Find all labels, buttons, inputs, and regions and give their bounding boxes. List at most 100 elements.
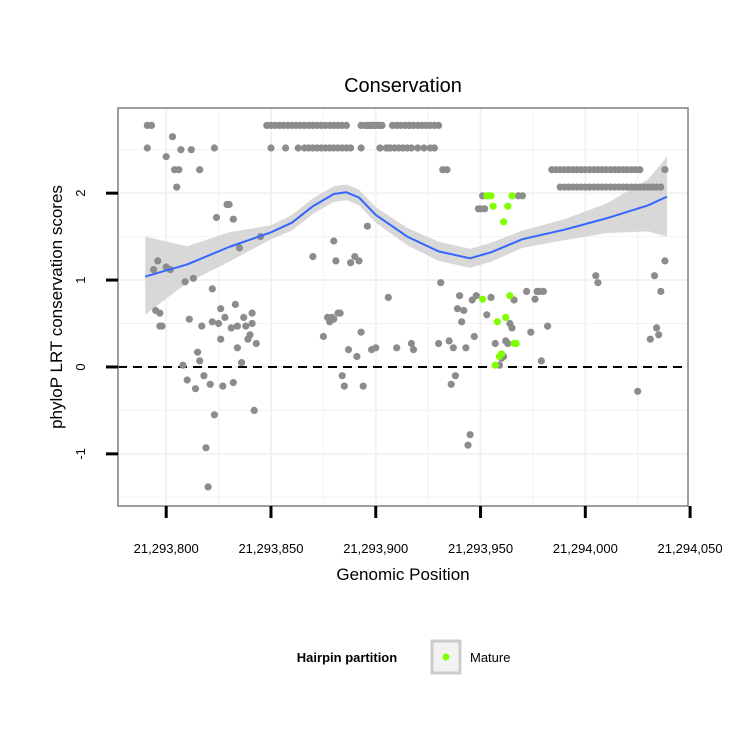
hairpin-point [344, 346, 353, 354]
hairpin-point [460, 306, 468, 315]
hairpin-point [215, 319, 223, 328]
hairpin-point [592, 272, 600, 280]
hairpin-point [347, 259, 355, 267]
y-tick-label: 2 [73, 190, 88, 197]
hairpin-point [437, 279, 445, 287]
hairpin-point [393, 344, 401, 352]
hairpin-point [175, 166, 183, 174]
hairpin-point [646, 335, 654, 343]
mature-point [512, 339, 520, 348]
hairpin-point [539, 287, 548, 295]
hairpin-point [523, 287, 531, 295]
x-tick-label: 21,293,850 [238, 541, 303, 556]
hairpin-point [653, 324, 661, 332]
x-axis-title: Genomic Position [336, 565, 469, 584]
mature-point [506, 292, 514, 300]
hairpin-point [150, 266, 158, 274]
smooth-trend-line [144, 191, 668, 278]
hairpin-point [198, 322, 206, 330]
hairpin-point [250, 406, 258, 414]
plot-panel [118, 108, 688, 506]
hairpin-point [384, 293, 392, 301]
hairpin-point [158, 322, 166, 330]
hairpin-point [212, 213, 221, 222]
hairpin-point [451, 372, 459, 380]
hairpin-point [472, 292, 480, 300]
hairpin-point [332, 257, 340, 265]
smooth-line-layer [144, 191, 668, 278]
hairpin-point [246, 331, 254, 339]
hairpin-point [330, 315, 338, 323]
hairpin-point [657, 287, 665, 295]
hairpin-point [225, 200, 233, 209]
hairpin-point [183, 376, 191, 384]
hairpin-point [420, 144, 428, 152]
hairpin-point [378, 121, 386, 129]
hairpin-point [235, 244, 244, 252]
mature-point [508, 192, 516, 200]
hairpin-point [409, 346, 418, 354]
hairpin-point [353, 352, 361, 361]
hairpin-point [219, 382, 227, 390]
hairpin-point [407, 144, 415, 152]
hairpin-point [355, 257, 363, 265]
hairpin-point [187, 146, 195, 154]
hairpin-point [357, 144, 365, 152]
hairpin-point [531, 295, 539, 303]
hairpin-point [481, 205, 489, 213]
hairpin-point [179, 361, 187, 369]
hairpin-point [430, 144, 438, 152]
mature-point [500, 218, 508, 226]
hairpin-point [233, 344, 241, 352]
y-tick-label: -1 [73, 448, 88, 460]
hairpin-point [242, 322, 250, 330]
hairpin-point [294, 144, 302, 152]
hairpin-point [204, 483, 212, 491]
hairpin-point [338, 372, 346, 380]
mature-point [489, 202, 497, 210]
hairpin-point [208, 285, 216, 293]
hairpin-point [414, 144, 422, 152]
hairpin-point [156, 309, 164, 317]
hairpin-point [537, 357, 545, 365]
legend-key-mature-dot [442, 653, 450, 661]
hairpin-point [147, 121, 156, 129]
hairpin-point [267, 144, 275, 152]
hairpin-point [229, 215, 237, 223]
hairpin-point [231, 300, 239, 308]
hairpin-point [200, 372, 208, 380]
hairpin-point [458, 318, 466, 326]
chart-title: Conservation [344, 75, 462, 97]
hairpin-point [634, 387, 642, 395]
mature-point [502, 313, 510, 321]
hairpin-point [162, 153, 170, 161]
x-tick-label: 21,294,000 [553, 541, 618, 556]
hairpin-point [407, 339, 415, 348]
plot-border [117, 107, 689, 507]
hairpin-point [462, 344, 470, 352]
hairpin-point [217, 305, 225, 313]
legend: Hairpin partition Mature [297, 639, 510, 675]
hairpin-point [143, 144, 151, 152]
x-tick-label: 21,293,900 [343, 541, 408, 556]
hairpin-point [181, 278, 189, 286]
hairpin-point [456, 292, 464, 300]
mature-point [504, 202, 512, 210]
hairpin-point [191, 385, 200, 393]
hairpin-point [340, 382, 348, 390]
x-tick-label: 21,294,050 [658, 541, 723, 556]
hairpin-point [376, 144, 384, 152]
hairpin-point [173, 183, 181, 191]
x-axis: 21,293,800 21,293,850 21,293,900 21,293,950… [134, 506, 723, 556]
hairpin-point [518, 192, 527, 200]
hairpin-point [240, 313, 248, 321]
hairpin-point [238, 359, 246, 367]
hairpin-point [594, 279, 602, 287]
hairpin-point [217, 335, 225, 343]
hairpin-point [491, 339, 499, 348]
hairpin-point [210, 411, 218, 419]
y-axis: -1 0 1 2 [73, 190, 118, 460]
hairpin-point [196, 357, 204, 365]
hairpin-point [168, 133, 177, 141]
